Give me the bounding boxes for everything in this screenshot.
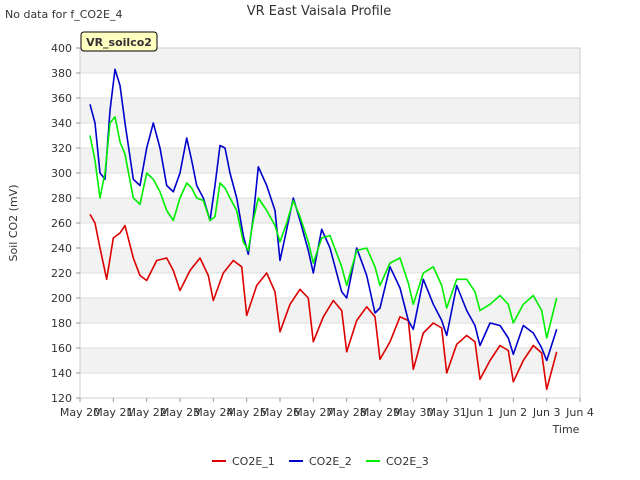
y-tick-label: 280 [51, 192, 72, 205]
grid-band [80, 198, 580, 223]
y-tick-label: 200 [51, 292, 72, 305]
chart-title: VR East Vaisala Profile [247, 4, 392, 19]
x-tick-label: May 22 [127, 406, 167, 419]
grid-band [80, 123, 580, 148]
series-badge: VR_soilco2 [80, 31, 158, 52]
x-tick-label: Jun 1 [465, 406, 494, 419]
y-tick-label: 300 [51, 167, 72, 180]
x-tick-label: May 21 [93, 406, 133, 419]
x-tick-label: Jun 3 [532, 406, 561, 419]
y-tick-label: 160 [51, 342, 72, 355]
x-tick-label: May 28 [327, 406, 367, 419]
series-line-co2e-3 [89, 116, 558, 339]
series-line-co2e-1 [89, 213, 558, 391]
legend-label: CO2E_3 [386, 455, 429, 468]
x-tick-label: May 25 [227, 406, 267, 419]
x-tick-label: May 20 [60, 406, 100, 419]
x-tick-label: Jun 4 [565, 406, 594, 419]
y-axis-label: Soil CO2 (mV) [7, 185, 20, 262]
badge-box [80, 31, 158, 52]
x-tick-label: Jun 2 [498, 406, 527, 419]
series-lines [89, 68, 558, 391]
y-axis: 120 140 160 180 200 220 240 260 280 300 320 340 360 3… [51, 42, 80, 405]
grid-band [80, 173, 580, 198]
grid-band [80, 148, 580, 173]
x-tick-label: May 27 [293, 406, 333, 419]
x-tick-label: May 24 [193, 406, 233, 419]
y-tick-label: 400 [51, 42, 72, 55]
grid-band [80, 273, 580, 298]
legend: CO2E_1 CO2E_2 CO2E_3 [212, 455, 429, 468]
badge-label: VR_soilco2 [86, 36, 152, 49]
no-data-note: No data for f_CO2E_4 [5, 8, 123, 21]
legend-label: CO2E_2 [309, 455, 352, 468]
grid-band [80, 248, 580, 273]
y-tick-label: 320 [51, 142, 72, 155]
grid-band [80, 373, 580, 398]
grid-band [80, 298, 580, 323]
y-tick-label: 180 [51, 317, 72, 330]
y-tick-label: 360 [51, 92, 72, 105]
legend-label: CO2E_1 [232, 455, 275, 468]
y-tick-label: 140 [51, 367, 72, 380]
x-tick-label: May 31 [427, 406, 467, 419]
grid-band [80, 323, 580, 348]
y-tick-label: 120 [51, 392, 72, 405]
y-tick-label: 340 [51, 117, 72, 130]
x-axis-label: Time [552, 423, 580, 436]
y-tick-label: 380 [51, 67, 72, 80]
y-tick-label: 240 [51, 242, 72, 255]
grid-band [80, 348, 580, 373]
grid-band [80, 73, 580, 98]
x-tick-label: May 30 [393, 406, 433, 419]
x-tick-label: May 29 [360, 406, 400, 419]
y-tick-label: 260 [51, 217, 72, 230]
grid-band [80, 48, 580, 73]
grid-band [80, 98, 580, 123]
x-tick-label: May 23 [160, 406, 200, 419]
series-line-co2e-2 [89, 68, 558, 362]
x-tick-label: May 26 [260, 406, 300, 419]
plot-background [80, 48, 580, 398]
y-tick-label: 220 [51, 267, 72, 280]
